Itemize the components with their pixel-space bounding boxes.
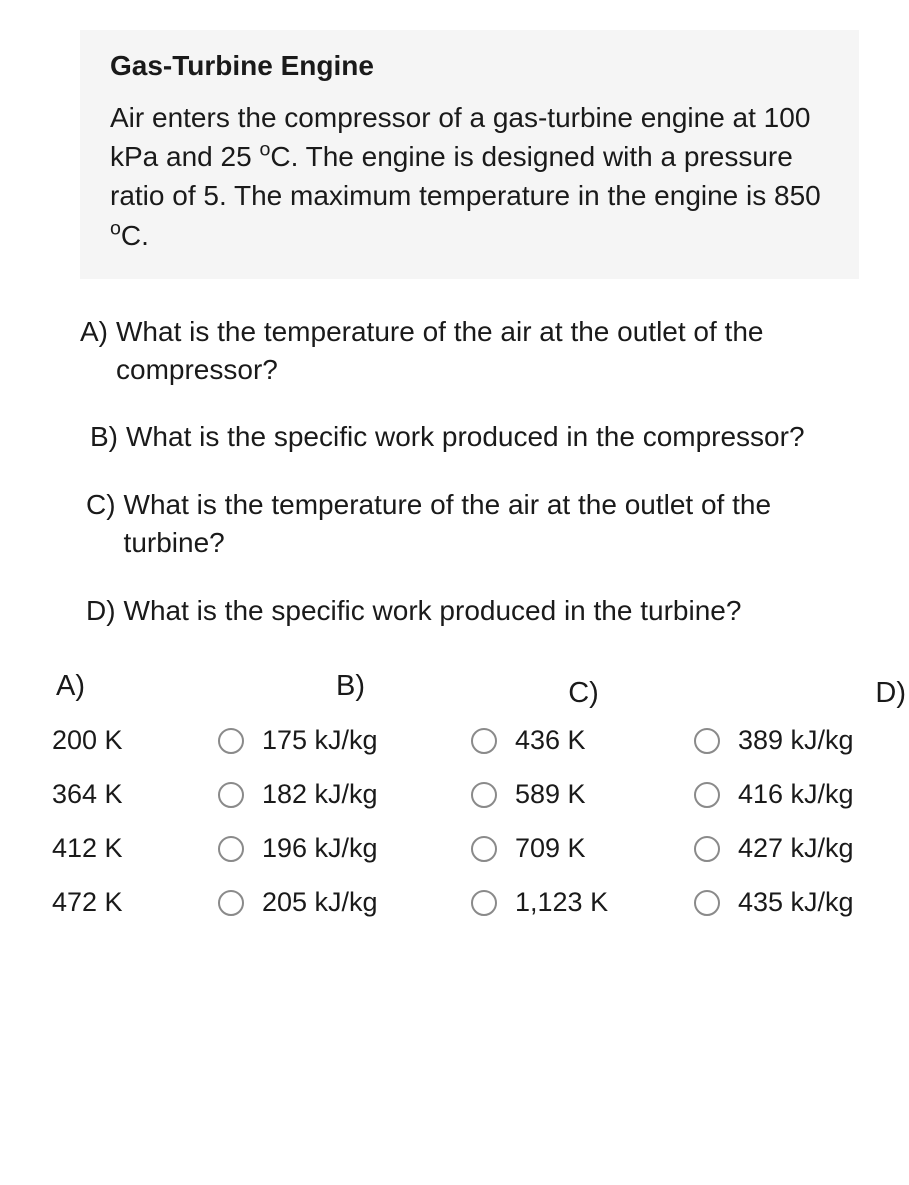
answer-option[interactable]: 589 K bbox=[471, 768, 676, 822]
option-text: 205 kJ/kg bbox=[262, 887, 378, 918]
radio-icon[interactable] bbox=[471, 728, 497, 754]
answer-option[interactable]: 364 K bbox=[50, 768, 200, 822]
question-text: What is the temperature of the air at th… bbox=[124, 486, 859, 562]
question-text: What is the specific work produced in th… bbox=[124, 592, 809, 630]
problem-title: Gas-Turbine Engine bbox=[110, 50, 829, 82]
answer-grid: A) 200 K 364 K 412 K 472 K B) 175 kJ/kg … bbox=[50, 660, 869, 930]
option-text: 364 K bbox=[50, 779, 123, 810]
option-text: 435 kJ/kg bbox=[738, 887, 854, 918]
radio-icon[interactable] bbox=[218, 782, 244, 808]
radio-icon[interactable] bbox=[218, 728, 244, 754]
answer-option[interactable]: 436 K bbox=[471, 714, 676, 768]
column-header: A) bbox=[50, 660, 200, 714]
answer-option[interactable]: 709 K bbox=[471, 822, 676, 876]
option-text: 589 K bbox=[515, 779, 586, 810]
question-item: A) What is the temperature of the air at… bbox=[80, 313, 869, 389]
option-text: 427 kJ/kg bbox=[738, 833, 854, 864]
question-label: C) bbox=[86, 486, 116, 562]
option-text: 1,123 K bbox=[515, 887, 608, 918]
column-header: C) bbox=[471, 660, 676, 714]
answer-option[interactable]: 427 kJ/kg bbox=[694, 822, 909, 876]
radio-icon[interactable] bbox=[694, 728, 720, 754]
answer-column-b: B) 175 kJ/kg 182 kJ/kg 196 kJ/kg 205 kJ/… bbox=[218, 660, 453, 930]
answer-column-d: D) 389 kJ/kg 416 kJ/kg 427 kJ/kg 435 kJ/… bbox=[694, 660, 909, 930]
question-item: C) What is the temperature of the air at… bbox=[86, 486, 869, 562]
question-text: What is the temperature of the air at th… bbox=[116, 313, 859, 389]
question-label: A) bbox=[80, 313, 108, 389]
answer-option[interactable]: 175 kJ/kg bbox=[218, 714, 453, 768]
option-text: 412 K bbox=[50, 833, 123, 864]
option-text: 175 kJ/kg bbox=[262, 725, 378, 756]
answer-column-a: A) 200 K 364 K 412 K 472 K bbox=[50, 660, 200, 930]
option-text: 436 K bbox=[515, 725, 586, 756]
problem-body: Air enters the compressor of a gas-turbi… bbox=[110, 98, 829, 255]
answer-option[interactable]: 435 kJ/kg bbox=[694, 876, 909, 930]
option-text: 472 K bbox=[50, 887, 123, 918]
column-header: B) bbox=[218, 660, 453, 714]
radio-icon[interactable] bbox=[218, 836, 244, 862]
answer-option[interactable]: 1,123 K bbox=[471, 876, 676, 930]
question-item: D) What is the specific work produced in… bbox=[86, 592, 869, 630]
option-text: 389 kJ/kg bbox=[738, 725, 854, 756]
column-header: D) bbox=[694, 660, 909, 714]
question-list: A) What is the temperature of the air at… bbox=[80, 313, 869, 630]
radio-icon[interactable] bbox=[218, 890, 244, 916]
radio-icon[interactable] bbox=[694, 890, 720, 916]
radio-icon[interactable] bbox=[471, 836, 497, 862]
question-item: B) What is the specific work produced in… bbox=[90, 418, 869, 456]
question-label: D) bbox=[86, 592, 116, 630]
answer-option[interactable]: 416 kJ/kg bbox=[694, 768, 909, 822]
radio-icon[interactable] bbox=[694, 782, 720, 808]
option-text: 182 kJ/kg bbox=[262, 779, 378, 810]
answer-option[interactable]: 200 K bbox=[50, 714, 200, 768]
option-text: 200 K bbox=[50, 725, 123, 756]
answer-option[interactable]: 205 kJ/kg bbox=[218, 876, 453, 930]
question-label: B) bbox=[90, 418, 118, 456]
answer-option[interactable]: 182 kJ/kg bbox=[218, 768, 453, 822]
option-text: 196 kJ/kg bbox=[262, 833, 378, 864]
answer-option[interactable]: 472 K bbox=[50, 876, 200, 930]
answer-option[interactable]: 412 K bbox=[50, 822, 200, 876]
question-text: What is the specific work produced in th… bbox=[126, 418, 809, 456]
radio-icon[interactable] bbox=[694, 836, 720, 862]
radio-icon[interactable] bbox=[471, 890, 497, 916]
answer-option[interactable]: 389 kJ/kg bbox=[694, 714, 909, 768]
answer-column-c: C) 436 K 589 K 709 K 1,123 K bbox=[471, 660, 676, 930]
option-text: 416 kJ/kg bbox=[738, 779, 854, 810]
radio-icon[interactable] bbox=[471, 782, 497, 808]
option-text: 709 K bbox=[515, 833, 586, 864]
problem-statement-box: Gas-Turbine Engine Air enters the compre… bbox=[80, 30, 859, 279]
answer-option[interactable]: 196 kJ/kg bbox=[218, 822, 453, 876]
